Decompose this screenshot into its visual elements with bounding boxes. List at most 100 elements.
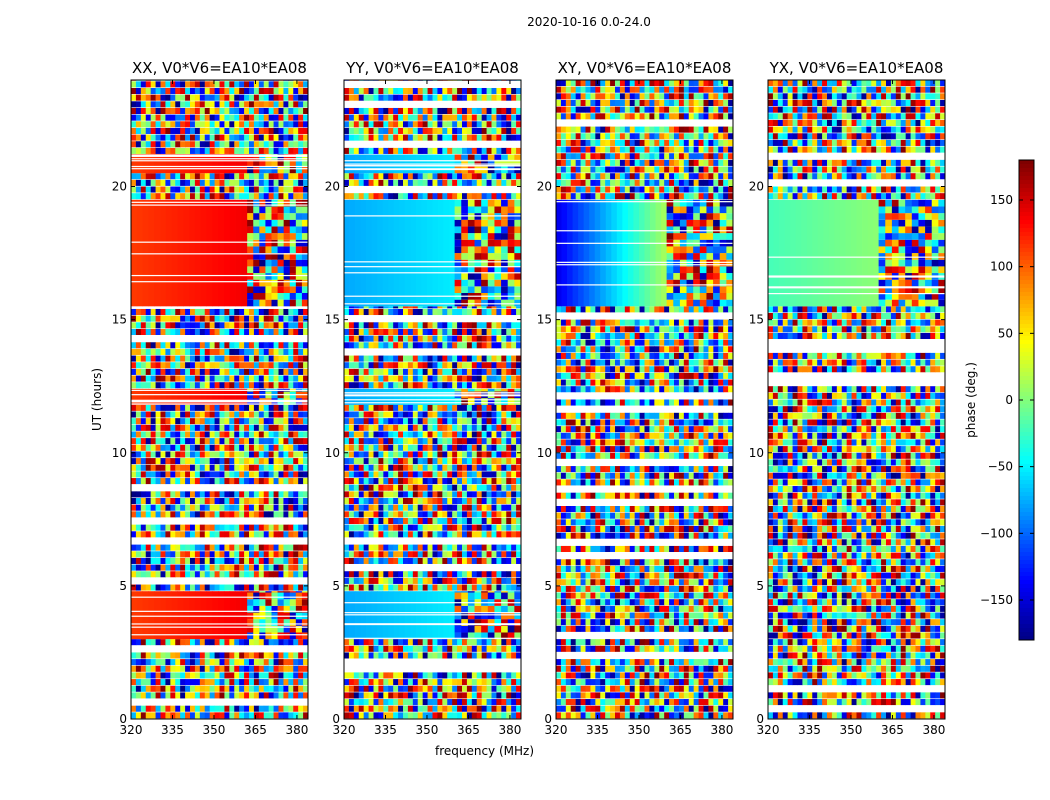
y-tick-label: 10: [749, 446, 764, 460]
colorbar-segment: [1019, 184, 1034, 189]
x-tick-label: 335: [161, 723, 184, 737]
y-tick-label: 20: [749, 180, 764, 194]
colorbar-segment: [1019, 580, 1034, 585]
colorbar-segment: [1019, 204, 1034, 209]
colorbar-segment: [1019, 308, 1034, 313]
colorbar-segment: [1019, 424, 1034, 429]
x-tick-label: 350: [628, 723, 651, 737]
colorbar-segment: [1019, 288, 1034, 293]
colorbar-segment: [1019, 212, 1034, 217]
colorbar-segment: [1019, 480, 1034, 485]
x-tick-label: 320: [333, 723, 356, 737]
heatmap-image: [131, 80, 308, 719]
x-tick-label: 350: [203, 723, 226, 737]
colorbar-segment: [1019, 280, 1034, 285]
heatmap-image: [344, 80, 521, 719]
y-tick-label: 0: [544, 712, 552, 726]
colorbar-segment: [1019, 468, 1034, 473]
colorbar-segment: [1019, 180, 1034, 185]
colorbar-segment: [1019, 224, 1034, 229]
colorbar-segment: [1019, 256, 1034, 261]
colorbar-segment: [1019, 228, 1034, 233]
colorbar-segment: [1019, 460, 1034, 465]
y-tick-label: 20: [537, 180, 552, 194]
figure-title: 2020-10-16 0.0-24.0: [527, 15, 651, 29]
y-tick-label: 10: [325, 446, 340, 460]
colorbar: 150 100 50 0 −50 −100 −150 phase (deg.): [964, 159, 1035, 641]
colorbar-tick-label: −100: [980, 526, 1013, 540]
colorbar-segment: [1019, 472, 1034, 477]
colorbar-segment: [1019, 188, 1034, 193]
colorbar-segment: [1019, 508, 1034, 513]
colorbar-segment: [1019, 504, 1034, 509]
colorbar-segment: [1019, 436, 1034, 441]
colorbar-segment: [1019, 220, 1034, 225]
colorbar-segment: [1019, 444, 1034, 449]
colorbar-segment: [1019, 276, 1034, 281]
colorbar-segment: [1019, 484, 1034, 489]
x-tick-label: 320: [120, 723, 143, 737]
colorbar-segment: [1019, 608, 1034, 613]
colorbar-segment: [1019, 324, 1034, 329]
colorbar-segment: [1019, 196, 1034, 201]
panel-3: YX, V0*V6=EA10*EA08 320 335 350 365 380 0 5 10 15…: [749, 59, 946, 737]
colorbar-segment: [1019, 400, 1034, 405]
colorbar-segment: [1019, 264, 1034, 269]
colorbar-segment: [1019, 576, 1034, 581]
colorbar-segment: [1019, 612, 1034, 617]
colorbar-segment: [1019, 488, 1034, 493]
colorbar-segment: [1019, 396, 1034, 401]
x-tick-label: 320: [545, 723, 568, 737]
colorbar-segment: [1019, 336, 1034, 341]
colorbar-segment: [1019, 160, 1034, 165]
colorbar-segment: [1019, 320, 1034, 325]
colorbar-segment: [1019, 452, 1034, 457]
colorbar-segment: [1019, 604, 1034, 609]
colorbar-segment: [1019, 632, 1034, 637]
colorbar-segment: [1019, 368, 1034, 373]
colorbar-segment: [1019, 568, 1034, 573]
colorbar-segment: [1019, 448, 1034, 453]
panel-0: XX, V0*V6=EA10*EA08 320 335 350 365 380 0 5 10 15…: [90, 59, 309, 737]
colorbar-segment: [1019, 572, 1034, 577]
colorbar-segment: [1019, 616, 1034, 621]
panel-2: XY, V0*V6=EA10*EA08 320 335 350 365 380 0 5 10 15…: [537, 59, 734, 737]
x-tick-label: 380: [498, 723, 521, 737]
panel-title: YX, V0*V6=EA10*EA08: [769, 59, 944, 77]
colorbar-tick-label: −150: [980, 593, 1013, 607]
colorbar-segment: [1019, 292, 1034, 297]
y-tick-label: 10: [537, 446, 552, 460]
x-tick-label: 335: [586, 723, 609, 737]
y-tick-label: 5: [119, 579, 127, 593]
x-tick-label: 380: [922, 723, 945, 737]
x-tick-label: 350: [416, 723, 439, 737]
y-tick-label: 0: [332, 712, 340, 726]
colorbar-segment: [1019, 636, 1034, 641]
colorbar-segment: [1019, 412, 1034, 417]
colorbar-segment: [1019, 352, 1034, 357]
colorbar-segment: [1019, 348, 1034, 353]
colorbar-segment: [1019, 316, 1034, 321]
colorbar-segment: [1019, 624, 1034, 629]
colorbar-segment: [1019, 392, 1034, 397]
colorbar-segment: [1019, 628, 1034, 633]
colorbar-segment: [1019, 492, 1034, 497]
colorbar-segment: [1019, 620, 1034, 625]
y-tick-label: 15: [325, 313, 340, 327]
y-tick-label: 5: [756, 579, 764, 593]
colorbar-segment: [1019, 268, 1034, 273]
colorbar-segment: [1019, 592, 1034, 597]
heatmap-image: [556, 80, 733, 719]
x-tick-label: 365: [457, 723, 480, 737]
colorbar-segment: [1019, 416, 1034, 421]
colorbar-segment: [1019, 456, 1034, 461]
colorbar-segment: [1019, 552, 1034, 557]
colorbar-segment: [1019, 560, 1034, 565]
colorbar-segment: [1019, 524, 1034, 529]
colorbar-segment: [1019, 296, 1034, 301]
colorbar-segment: [1019, 364, 1034, 369]
colorbar-segment: [1019, 216, 1034, 221]
x-tick-label: 335: [798, 723, 821, 737]
colorbar-tick-label: 150: [990, 193, 1013, 207]
colorbar-segment: [1019, 584, 1034, 589]
